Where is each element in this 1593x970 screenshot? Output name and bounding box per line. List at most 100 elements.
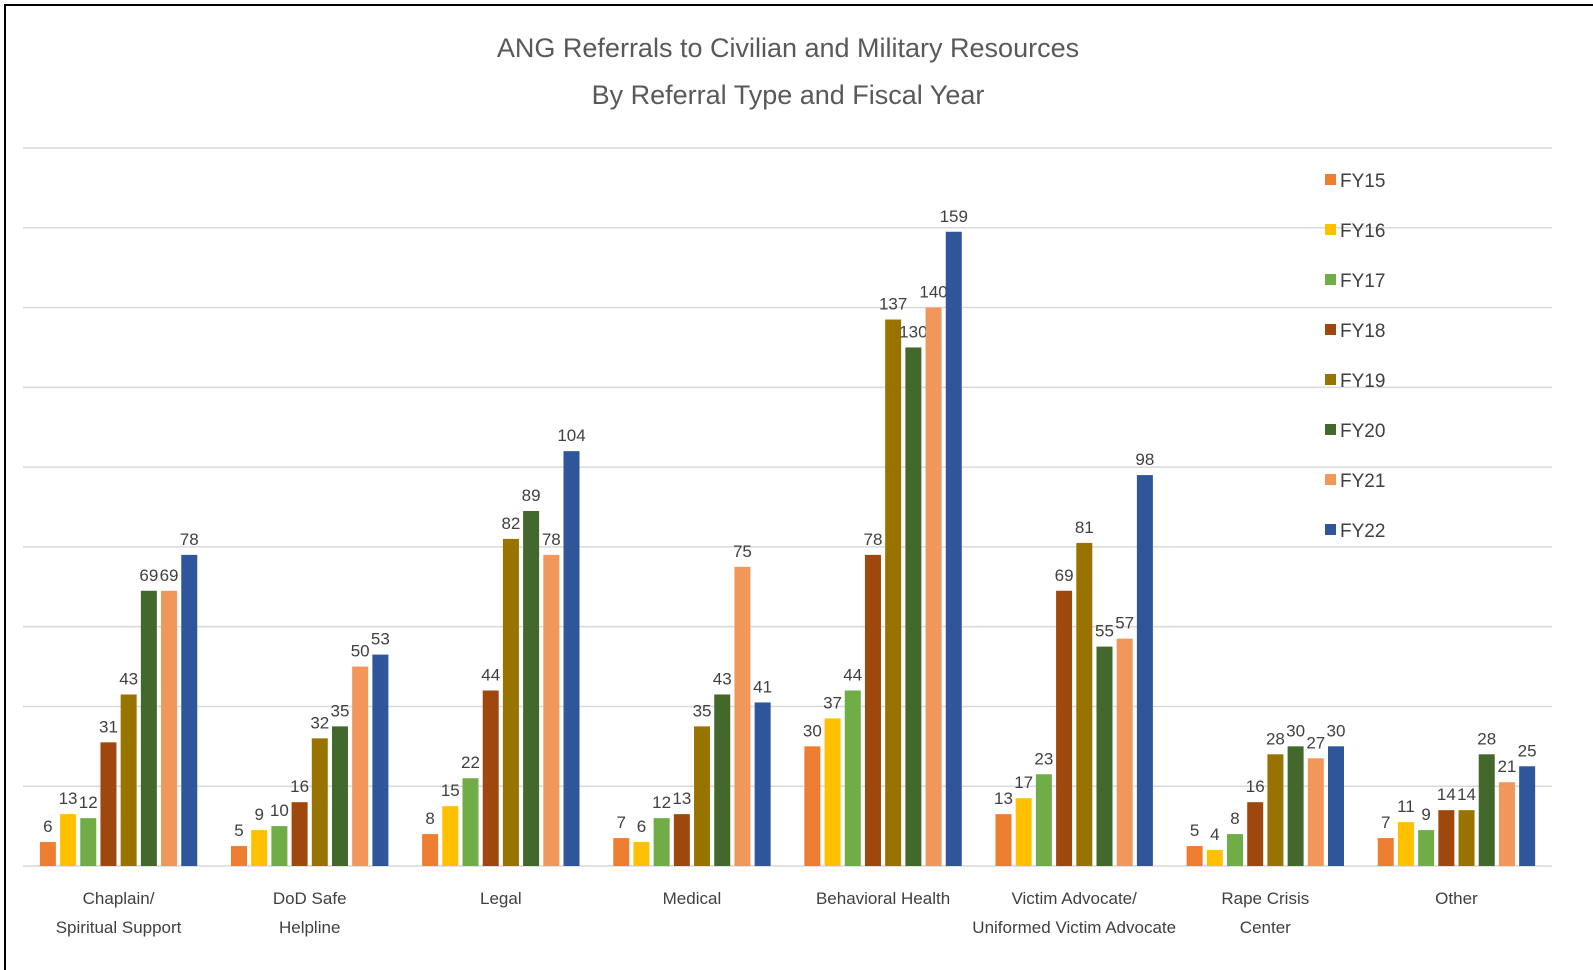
value-label: 78 (542, 530, 561, 549)
bar (995, 814, 1012, 866)
legend-label: FY16 (1340, 221, 1385, 242)
bar (864, 554, 881, 866)
bar (1076, 542, 1093, 866)
bar (1206, 850, 1223, 866)
bar (1227, 834, 1244, 866)
bar (714, 694, 731, 866)
legend-label: FY18 (1340, 321, 1385, 342)
bar (844, 690, 861, 866)
value-label: 11 (1397, 797, 1415, 816)
value-label: 55 (1095, 622, 1114, 641)
value-label: 78 (180, 530, 199, 549)
bar (1035, 774, 1052, 866)
value-label: 9 (254, 805, 263, 824)
value-label: 130 (899, 322, 927, 341)
bar (1418, 830, 1435, 866)
value-label: 75 (733, 542, 752, 561)
bar (120, 694, 137, 866)
value-label: 32 (310, 713, 329, 732)
x-tick-label: DoD Safe Helpline (273, 889, 347, 937)
value-label: 57 (1115, 614, 1134, 633)
bar (885, 319, 902, 866)
value-label: 7 (617, 813, 626, 832)
value-label: 5 (1190, 821, 1199, 840)
bar (1015, 798, 1032, 866)
x-tick-label: Other (1435, 889, 1478, 908)
bar (1136, 475, 1153, 866)
bar (1307, 758, 1324, 866)
legend-swatch (1325, 224, 1336, 235)
x-tick-label: Rape Crisis Center (1221, 889, 1309, 937)
bar (1186, 846, 1203, 866)
legend-swatch (1325, 324, 1336, 335)
bar (1438, 810, 1455, 866)
bar (734, 566, 751, 866)
value-label: 8 (1230, 809, 1239, 828)
bar (1056, 590, 1073, 866)
bar (80, 818, 97, 866)
legend-label: FY22 (1340, 521, 1385, 542)
legend-label: FY15 (1340, 171, 1385, 192)
chart-title: ANG Referrals to Civilian and Military R… (497, 33, 1079, 63)
bar (1397, 822, 1414, 866)
bar (291, 802, 308, 866)
value-label: 10 (270, 801, 289, 820)
value-label: 4 (1210, 825, 1219, 844)
bar (543, 554, 560, 866)
bar (1519, 766, 1536, 866)
value-label: 30 (803, 721, 822, 740)
legend-swatch (1325, 424, 1336, 435)
value-label: 37 (823, 693, 842, 712)
value-label: 12 (79, 793, 98, 812)
x-tick-label: Medical (663, 889, 722, 908)
bar (230, 846, 247, 866)
bar (1267, 754, 1284, 866)
value-label: 35 (693, 701, 712, 720)
x-tick-label: Behavioral Health (816, 889, 950, 908)
bar (482, 690, 499, 866)
bar (633, 842, 650, 866)
value-label: 69 (139, 566, 158, 585)
value-label: 13 (672, 789, 691, 808)
chart-subtitle: By Referral Type and Fiscal Year (592, 80, 985, 110)
value-label: 15 (441, 781, 460, 800)
value-label: 21 (1497, 757, 1516, 776)
value-label: 81 (1075, 518, 1094, 537)
value-label: 13 (59, 789, 78, 808)
value-label: 7 (1381, 813, 1390, 832)
value-label: 98 (1135, 450, 1154, 469)
bar (1116, 638, 1133, 866)
bar (673, 814, 690, 866)
bar (694, 726, 711, 866)
value-label: 6 (637, 817, 646, 836)
bar (925, 307, 942, 866)
bar (653, 818, 670, 866)
bar (352, 666, 369, 866)
bar (462, 778, 479, 866)
bar (271, 826, 288, 866)
value-label: 5 (234, 821, 243, 840)
value-label: 69 (160, 566, 179, 585)
bar (523, 510, 540, 866)
bar (331, 726, 348, 866)
legend-label: FY20 (1340, 421, 1385, 442)
bar (945, 231, 962, 866)
bar (1328, 746, 1345, 866)
bar (1096, 646, 1113, 866)
value-label: 27 (1306, 733, 1325, 752)
bar (804, 746, 821, 866)
value-label: 69 (1055, 566, 1074, 585)
value-label: 104 (557, 426, 585, 445)
bar (100, 742, 117, 866)
x-tick-label: Chaplain/Spiritual Support (56, 889, 182, 937)
bar (181, 554, 198, 866)
value-label: 16 (1246, 777, 1265, 796)
value-label: 44 (481, 665, 500, 684)
value-label: 14 (1437, 785, 1456, 804)
bar (563, 451, 580, 866)
x-tick-label: Victim Advocate/Uniformed Victim Advocat… (972, 889, 1176, 937)
value-label: 35 (331, 701, 350, 720)
bar (422, 834, 439, 866)
value-label: 82 (501, 514, 520, 533)
value-label: 12 (652, 793, 671, 812)
